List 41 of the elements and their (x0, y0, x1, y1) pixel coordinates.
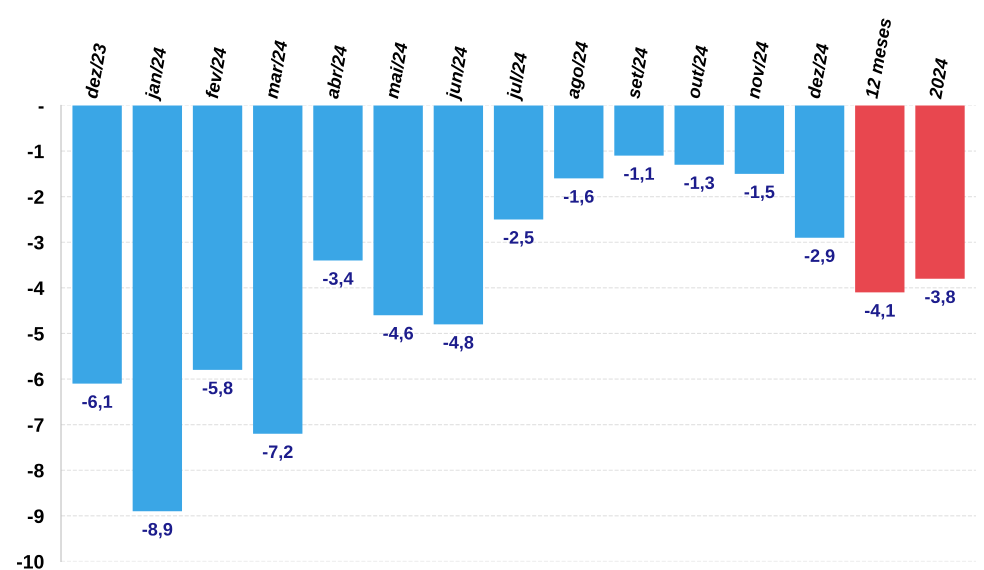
data-label: -5,8 (202, 382, 233, 397)
data-label: -1,3 (684, 176, 714, 192)
data-label: -4,8 (444, 336, 474, 352)
data-label: -1,6 (564, 190, 594, 206)
data-label: -1,1 (624, 167, 654, 183)
y-tick-label: -3 (28, 236, 44, 250)
data-label: -3,4 (323, 272, 354, 288)
x-tick-label: nov/24 (746, 40, 770, 100)
x-tick-label: 12 meses (864, 18, 892, 99)
y-tick-label: -10 (17, 554, 44, 569)
x-tick-label: dez/24 (806, 42, 830, 99)
x-tick-label: mar/24 (264, 40, 288, 100)
x-tick-label: 2024 (928, 58, 948, 100)
x-tick-label: set/24 (626, 46, 648, 100)
data-label: -3,8 (925, 290, 956, 306)
x-tick-label: out/24 (686, 44, 709, 99)
data-label: -4,1 (864, 304, 895, 320)
y-tick-label: -6 (28, 372, 44, 386)
y-tick-label: -5 (28, 327, 44, 341)
x-tick-label: jul/24 (506, 52, 531, 102)
x-tick-label: abr/24 (325, 44, 348, 100)
data-label: -7,2 (262, 445, 293, 461)
y-tick-label: -7 (28, 418, 44, 432)
x-tick-label: dez/23 (84, 42, 107, 99)
x-tick-label: mai/24 (385, 42, 408, 100)
data-label: -1,5 (744, 186, 774, 201)
y-tick-label: -2 (28, 190, 44, 204)
y-tick-label: -9 (28, 509, 44, 524)
data-label: -2,5 (504, 231, 534, 246)
y-tick-label: -4 (28, 282, 44, 295)
data-label: -6,1 (82, 395, 112, 411)
data-label: -2,9 (804, 249, 834, 265)
x-tick-label: fev/24 (204, 46, 227, 99)
y-tick-label: - (38, 106, 44, 109)
data-label: -8,9 (142, 522, 172, 538)
x-tick-label: jan/24 (144, 46, 170, 102)
y-tick-label: -1 (28, 144, 44, 158)
data-label: -4,6 (383, 326, 414, 342)
y-tick-label: -8 (28, 464, 44, 478)
x-tick-label: ago/24 (566, 40, 592, 100)
x-tick-label: jun/24 (445, 46, 472, 102)
